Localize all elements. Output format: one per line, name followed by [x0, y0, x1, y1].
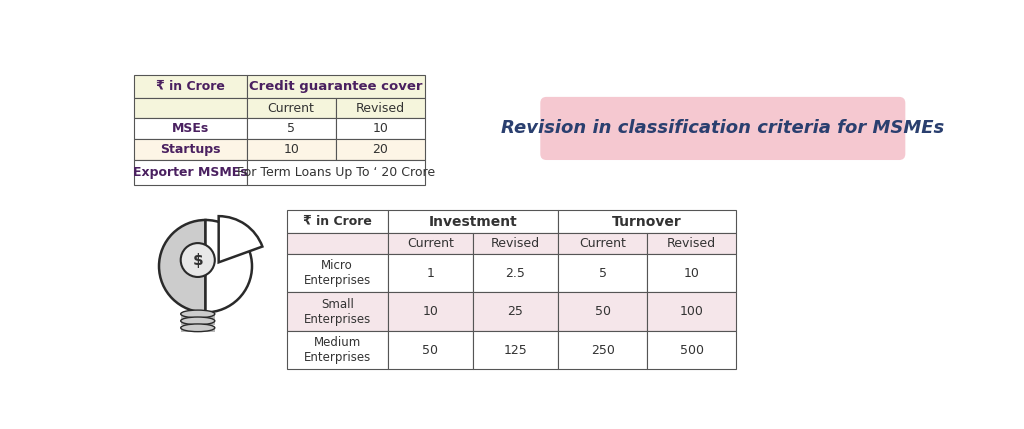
Bar [388, 293, 473, 331]
Ellipse shape [180, 317, 215, 325]
Circle shape [180, 243, 215, 277]
Bar [247, 75, 425, 98]
Bar [287, 331, 388, 369]
Bar [558, 233, 647, 254]
Text: Current: Current [580, 237, 626, 250]
Bar [473, 293, 558, 331]
Bar [180, 321, 215, 326]
Text: 50: 50 [595, 305, 610, 318]
Text: Turnover: Turnover [612, 214, 682, 229]
Wedge shape [206, 220, 252, 312]
Text: Startups: Startups [160, 143, 220, 156]
Text: Current: Current [267, 102, 314, 115]
Text: Revised: Revised [490, 237, 540, 250]
Bar [558, 331, 647, 369]
Text: ₹ in Crore: ₹ in Crore [156, 80, 225, 93]
Text: Current: Current [407, 237, 454, 250]
Ellipse shape [180, 324, 215, 332]
Text: Micro
Enterprises: Micro Enterprises [304, 259, 371, 287]
Bar [287, 293, 388, 331]
Text: 500: 500 [680, 344, 703, 356]
Ellipse shape [180, 310, 215, 318]
Bar [180, 328, 215, 332]
Text: Revised: Revised [668, 237, 717, 250]
Text: 250: 250 [591, 344, 614, 356]
Bar [287, 254, 388, 293]
Bar [287, 210, 388, 233]
Text: Small
Enterprises: Small Enterprises [304, 298, 371, 326]
Bar [558, 254, 647, 293]
Text: Revision in classification criteria for MSMEs: Revision in classification criteria for … [501, 119, 944, 137]
Bar [647, 254, 736, 293]
Bar [247, 160, 425, 185]
Text: 10: 10 [284, 143, 299, 156]
Text: 1: 1 [426, 267, 434, 280]
Bar [336, 118, 425, 139]
Text: 10: 10 [373, 122, 388, 136]
Bar [134, 98, 247, 118]
Bar [388, 233, 473, 254]
Text: 20: 20 [373, 143, 388, 156]
Text: $: $ [193, 253, 203, 268]
Text: ₹ in Crore: ₹ in Crore [303, 215, 372, 228]
Text: Medium
Enterprises: Medium Enterprises [304, 336, 371, 364]
Bar [134, 139, 247, 160]
Bar [558, 210, 736, 233]
Bar [336, 139, 425, 160]
Bar [134, 75, 247, 98]
Text: 50: 50 [422, 344, 438, 356]
Text: 5: 5 [287, 122, 295, 136]
Text: Exporter MSMEs: Exporter MSMEs [133, 166, 248, 179]
Bar [247, 98, 336, 118]
FancyBboxPatch shape [541, 97, 905, 160]
Bar [473, 254, 558, 293]
Bar [388, 331, 473, 369]
Bar [647, 331, 736, 369]
Text: MSEs: MSEs [172, 122, 209, 136]
Wedge shape [219, 216, 262, 263]
Text: 25: 25 [508, 305, 523, 318]
Text: For Term Loans Up To ‘ 20 Crore: For Term Loans Up To ‘ 20 Crore [237, 166, 435, 179]
Bar [647, 233, 736, 254]
Text: 2.5: 2.5 [506, 267, 525, 280]
Bar [180, 314, 215, 319]
Text: 10: 10 [422, 305, 438, 318]
Bar [134, 118, 247, 139]
Wedge shape [159, 220, 206, 312]
Text: 125: 125 [504, 344, 527, 356]
Bar [247, 118, 336, 139]
Text: Revised: Revised [355, 102, 404, 115]
Bar [134, 160, 247, 185]
Bar [473, 331, 558, 369]
Bar [336, 98, 425, 118]
Bar [388, 254, 473, 293]
Bar [247, 139, 336, 160]
Bar [388, 210, 558, 233]
Text: 100: 100 [680, 305, 703, 318]
Text: 10: 10 [684, 267, 699, 280]
Bar [473, 233, 558, 254]
Bar [558, 293, 647, 331]
Bar [647, 293, 736, 331]
Text: Credit guarantee cover: Credit guarantee cover [249, 80, 423, 93]
Text: Investment: Investment [428, 214, 517, 229]
Bar [287, 233, 388, 254]
Text: 5: 5 [599, 267, 606, 280]
